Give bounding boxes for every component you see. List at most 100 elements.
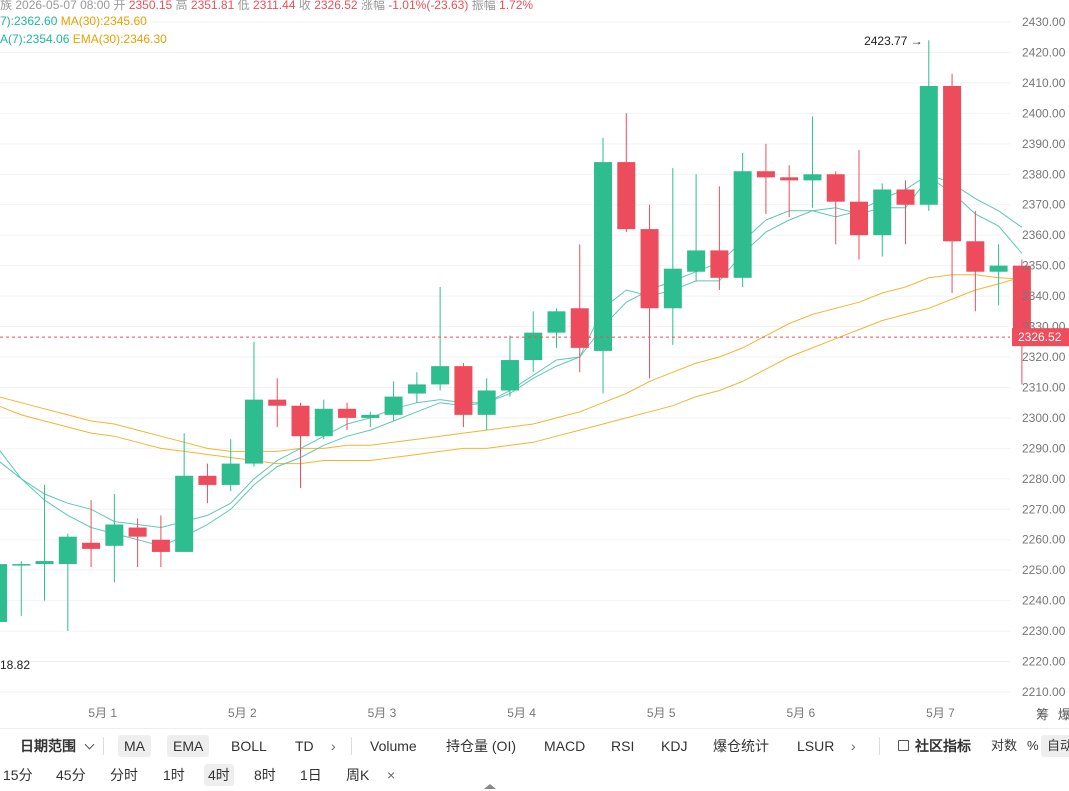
candle-body (756, 171, 775, 178)
community-indicators-label: 社区指标 (915, 738, 971, 754)
indicator-lsur[interactable]: LSUR (797, 738, 835, 754)
timeframe-4h[interactable]: 4时 (204, 764, 234, 786)
indicator-td[interactable]: TD (295, 738, 314, 754)
ohlc-info-line: 族 2026-05-07 08:00 开 2350.15 高 2351.81 低… (0, 0, 533, 13)
candle-body (500, 360, 519, 391)
indicator-liquidation[interactable]: 爆仓统计 (713, 738, 769, 754)
price-tick-label: 2390.00 (1022, 137, 1066, 151)
candle-body (687, 250, 706, 272)
indicator-ema[interactable]: EMA (167, 735, 210, 757)
ema30-value: EMA(30):2346.30 (72, 32, 167, 46)
price-tick-label: 2360.00 (1022, 228, 1066, 242)
price-tick-label: 2380.00 (1022, 167, 1066, 181)
candle-body (896, 189, 915, 205)
candle-body (384, 396, 403, 415)
timeframe-1d[interactable]: 1日 (300, 767, 322, 783)
time-tick-label: 5月 2 (228, 706, 257, 720)
price-tick-label: 2350.00 (1022, 259, 1066, 273)
candle-body (547, 311, 566, 333)
high-label: 高 (175, 0, 188, 12)
candle-body (407, 384, 426, 394)
candle-body (966, 241, 985, 272)
grid-lines (0, 21, 1010, 693)
close-label: 收 (298, 0, 311, 12)
candle-body (175, 475, 194, 552)
price-tick-label: 2340.00 (1022, 289, 1066, 303)
price-axis: 2210.00 2220.00 2230.00 2240.00 2250.00 2260.… (1022, 15, 1066, 699)
price-tick-label: 2300.00 (1022, 411, 1066, 425)
chevron-right-icon[interactable]: › (851, 738, 856, 754)
chevron-right-icon[interactable]: › (331, 738, 336, 754)
indicator-toolbar: 日期范围 MA EMA BOLL TD › Volume 持仓量 (OI) MA… (0, 728, 1069, 761)
info-label: 族 (0, 0, 13, 12)
edit-icon (898, 740, 909, 751)
timeframe-1h[interactable]: 1时 (163, 767, 185, 783)
ma7-line (0, 173, 1023, 529)
price-tick-label: 2210.00 (1022, 685, 1066, 699)
timeframe-8h[interactable]: 8时 (254, 767, 276, 783)
ma30-line (0, 274, 1022, 452)
candle-body (35, 561, 54, 565)
time-tick-label: 5月 3 (368, 706, 397, 720)
close-icon[interactable]: × (387, 767, 396, 783)
candle-body (12, 564, 31, 566)
ma7-value: 7):2362.60 (0, 14, 58, 28)
open-value: 2350.15 (128, 0, 173, 12)
candle-body (361, 414, 380, 418)
price-tick-label: 2290.00 (1022, 441, 1066, 455)
candlestick-chart[interactable]: 2210.00 2220.00 2230.00 2240.00 2250.00 2260.… (0, 0, 1069, 725)
time-tick-label: 5月 6 (786, 706, 815, 720)
candle-body (198, 475, 217, 485)
candle-body (221, 463, 240, 485)
candle-body (617, 162, 636, 230)
last-price-tag (1012, 328, 1069, 347)
price-tick-label: 2230.00 (1022, 624, 1066, 638)
indicator-kdj[interactable]: KDJ (661, 738, 688, 754)
indicator-volume[interactable]: Volume (370, 738, 417, 754)
price-tick-label: 2420.00 (1022, 45, 1066, 59)
price-tick-label: 2220.00 (1022, 655, 1066, 669)
candle-body (943, 85, 962, 242)
log-scale-toggle[interactable]: 对数 (991, 738, 1018, 753)
ema30-line (0, 276, 1023, 465)
date-range-button[interactable]: 日期范围 (20, 735, 95, 757)
price-tick-label: 2310.00 (1022, 380, 1066, 394)
candle-body (989, 265, 1008, 272)
candle-body (82, 542, 101, 549)
timeframe-45m[interactable]: 45分 (56, 767, 86, 783)
community-indicators-button[interactable]: 社区指标 (898, 735, 971, 757)
timeframe-week[interactable]: 周K (346, 767, 370, 783)
change-label: 涨幅 (360, 0, 385, 12)
candle-body (244, 399, 263, 464)
percent-scale-toggle[interactable]: % (1027, 738, 1039, 753)
time-tick-label: 5月 1 (88, 706, 117, 720)
candle-body (314, 408, 333, 437)
time-tick-label: 5月 7 (926, 706, 955, 720)
close-value: 2326.52 (314, 0, 358, 12)
ma30-value: MA(30):2345.60 (60, 14, 147, 28)
auto-scale-toggle[interactable]: 自动 (1041, 735, 1069, 757)
candle-body (1012, 265, 1031, 336)
price-tick-label: 2430.00 (1022, 15, 1066, 29)
high-value: 2351.81 (190, 0, 235, 12)
ema-info-line: A(7):2354.06 EMA(30):2346.30 (0, 32, 167, 46)
candle-datetime: 2026-05-07 08:00 (15, 0, 111, 12)
price-tick-label: 2270.00 (1022, 502, 1066, 516)
indicator-oi[interactable]: 持仓量 (OI) (446, 738, 516, 754)
high-price-annotation: 2423.77 → (864, 34, 923, 48)
divider (351, 737, 352, 755)
ema7-value: A(7):2354.06 (0, 32, 70, 46)
indicator-ma[interactable]: MA (118, 735, 151, 757)
candle-body (710, 250, 729, 278)
annotations: 2326.52 2423.77 → 18.82 (0, 34, 1069, 672)
candle-body (477, 390, 496, 415)
timeframe-time[interactable]: 分时 (110, 767, 138, 783)
timeframe-15m[interactable]: 15分 (3, 767, 33, 783)
panel-resize-handle[interactable] (484, 784, 496, 789)
open-label: 开 (113, 0, 126, 12)
candle-body (268, 399, 287, 406)
timeframe-bar: 15分 45分 分时 1时 4时 8时 1日 周K × (0, 760, 1069, 791)
indicator-boll[interactable]: BOLL (231, 738, 267, 754)
indicator-rsi[interactable]: RSI (611, 738, 635, 754)
indicator-macd[interactable]: MACD (544, 738, 586, 754)
